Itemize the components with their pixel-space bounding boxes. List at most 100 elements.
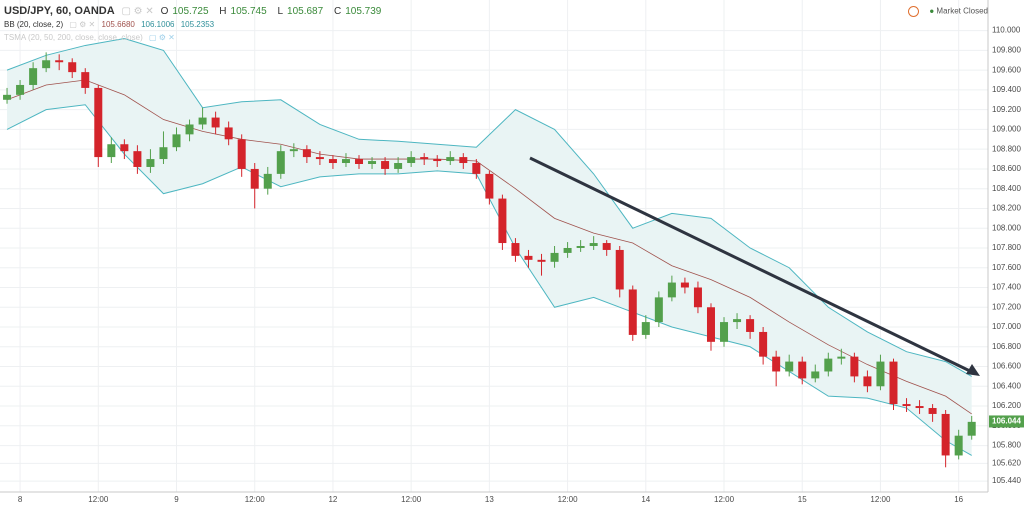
- candle-body: [772, 356, 781, 372]
- candle-body: [81, 72, 90, 88]
- candle-body: [159, 147, 168, 160]
- y-tick-label: 105.620: [992, 458, 1021, 467]
- x-tick-label: 16: [954, 495, 963, 504]
- y-tick-label: 108.200: [992, 204, 1021, 213]
- band-lower: [6, 104, 972, 456]
- candle-body: [537, 259, 546, 262]
- candle-body: [368, 161, 377, 164]
- controls[interactable]: ▢ ⚙ ✕: [148, 33, 175, 42]
- candle-body: [68, 62, 77, 73]
- y-tick-label: 105.440: [992, 476, 1021, 485]
- candle-body: [289, 149, 298, 152]
- indicator-value: 105.2353: [180, 20, 215, 29]
- candle-body: [733, 319, 742, 323]
- candle-body: [341, 159, 350, 164]
- label: L: [277, 6, 284, 17]
- candle-body: [16, 84, 25, 95]
- candle-body: [589, 243, 598, 246]
- candle-body: [785, 361, 794, 372]
- x-tick-label: 12:00: [870, 495, 891, 504]
- candle-body: [824, 358, 833, 372]
- candle-body: [720, 322, 729, 342]
- candle-body: [889, 361, 898, 405]
- value: 105.745: [230, 6, 267, 17]
- candle-body: [563, 247, 572, 253]
- x-tick-label: 15: [798, 495, 807, 504]
- candle-body: [941, 413, 950, 456]
- candle-body: [511, 243, 520, 256]
- candle-body: [837, 356, 846, 359]
- candle-body: [407, 157, 416, 164]
- band-middle: [6, 79, 972, 415]
- controls[interactable]: ▢ ⚙ ✕: [121, 6, 154, 17]
- candle-body: [263, 173, 272, 189]
- candle-body: [55, 60, 64, 63]
- candle-body: [42, 60, 51, 69]
- label: H: [219, 6, 227, 17]
- y-tick-label: 107.200: [992, 302, 1021, 311]
- y-tick-label: 107.400: [992, 283, 1021, 292]
- candle-body: [237, 139, 246, 169]
- x-tick-label: 12:00: [558, 495, 579, 504]
- y-tick-label: 106.400: [992, 381, 1021, 390]
- trend-arrow-head: [966, 364, 980, 376]
- value: 105.725: [172, 6, 209, 17]
- value: 105.687: [287, 6, 324, 17]
- indicator: BB (20, close, 2): [4, 20, 64, 29]
- x-tick-label: 12:00: [245, 495, 266, 504]
- candle-body: [107, 144, 116, 158]
- y-tick-label: 107.000: [992, 322, 1021, 331]
- candle-body: [706, 307, 715, 342]
- y-tick-label: 105.800: [992, 441, 1021, 450]
- candle-body: [328, 159, 337, 164]
- candle-body: [680, 282, 689, 288]
- indicator2-line: TSMA (20, 50, 200, close, close, close) …: [4, 31, 389, 44]
- indicator-value: 106.1006: [141, 20, 175, 29]
- candle-body: [615, 249, 624, 290]
- candle-body: [315, 157, 324, 160]
- candle-body: [628, 289, 637, 335]
- candle-body: [902, 404, 911, 407]
- candle-body: [524, 255, 533, 260]
- status: Market Closed: [936, 6, 988, 16]
- indicator: TSMA (20, 50, 200, close, close, close): [4, 33, 143, 42]
- candle-body: [185, 124, 194, 135]
- candle-body: [433, 159, 442, 162]
- candle-body: [798, 361, 807, 379]
- y-tick-label: 109.400: [992, 85, 1021, 94]
- y-tick-label: 108.000: [992, 223, 1021, 232]
- x-tick-label: 14: [641, 495, 650, 504]
- y-tick-label: 109.200: [992, 105, 1021, 114]
- ohlc-c: C 105.739: [334, 6, 385, 17]
- axes: 110.000 109.800 109.600 109.400 109.200 109.0…: [18, 26, 1024, 504]
- candle-body: [250, 168, 259, 189]
- x-tick-label: 12:00: [714, 495, 735, 504]
- candle-body: [3, 94, 12, 100]
- candle-body: [693, 287, 702, 308]
- symbol: USD/JPY, 60, OANDA: [4, 5, 115, 17]
- candle-body: [394, 163, 403, 169]
- indicator-line: BB (20, close, 2) ▢ ⚙ ✕ 105.6680 106.100…: [4, 18, 389, 31]
- legend: USD/JPY, 60, OANDA ▢ ⚙ ✕ O 105.725 H 105.7…: [0, 0, 389, 44]
- y-tick-label: 109.600: [992, 65, 1021, 74]
- y-tick-label: 108.800: [992, 144, 1021, 153]
- trend-arrow: [529, 156, 973, 374]
- candle-body: [276, 151, 285, 174]
- label: C: [333, 6, 342, 17]
- symbol-line: USD/JPY, 60, OANDA ▢ ⚙ ✕ O 105.725 H 105.7…: [4, 5, 389, 18]
- ohlc-l: L 105.687: [277, 6, 327, 17]
- y-tick-label: 108.400: [992, 184, 1021, 193]
- candle-body: [954, 435, 963, 456]
- candle-body: [641, 322, 650, 335]
- candle-body: [472, 163, 481, 174]
- candles: [3, 52, 976, 468]
- controls[interactable]: ▢ ⚙ ✕: [69, 20, 96, 29]
- y-tick-label: 109.000: [992, 125, 1021, 134]
- candle-body: [967, 421, 976, 436]
- candle-body: [146, 159, 155, 167]
- candle-body: [446, 157, 455, 162]
- candle-body: [198, 117, 207, 125]
- candle-body: [224, 127, 233, 140]
